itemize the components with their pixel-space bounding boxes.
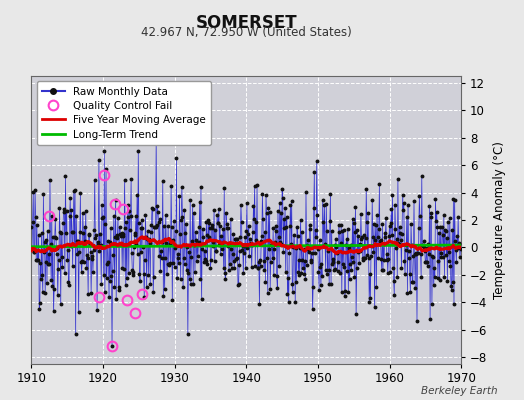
Legend: Raw Monthly Data, Quality Control Fail, Five Year Moving Average, Long-Term Tren: Raw Monthly Data, Quality Control Fail, … [37, 81, 211, 145]
Text: 42.967 N, 72.950 W (United States): 42.967 N, 72.950 W (United States) [141, 26, 352, 39]
Text: SOMERSET: SOMERSET [195, 14, 297, 32]
Text: Berkeley Earth: Berkeley Earth [421, 386, 498, 396]
Y-axis label: Temperature Anomaly (°C): Temperature Anomaly (°C) [493, 141, 506, 299]
